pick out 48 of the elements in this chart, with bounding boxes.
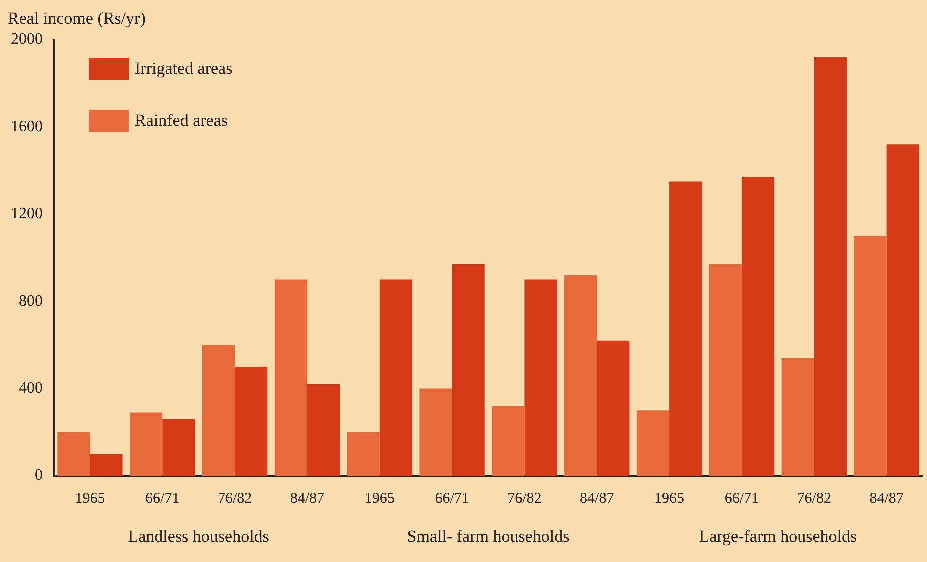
bar: [130, 412, 163, 476]
y-tick-label: 1600: [11, 118, 43, 136]
bar: [782, 358, 814, 476]
bar: [886, 144, 920, 476]
bar: [202, 345, 236, 476]
bar: [524, 280, 558, 476]
x-tick-label: 76/82: [218, 490, 252, 507]
bar: [90, 454, 123, 476]
bar: [452, 264, 485, 476]
y-tick-label: 400: [19, 380, 43, 398]
bar: [597, 340, 630, 476]
y-tick-label: 0: [35, 467, 43, 484]
bar: [162, 419, 196, 476]
x-tick-label: 66/71: [724, 490, 760, 507]
legend-label: Irrigated areas: [135, 59, 233, 79]
bar: [380, 280, 412, 476]
text: Large-farm households: [699, 527, 858, 546]
x-tick-label: 84/87: [870, 490, 904, 507]
bar: [492, 406, 525, 476]
x-tick-label: 1965: [75, 490, 106, 507]
bar: [235, 367, 268, 476]
bar: [854, 236, 887, 476]
bar: [274, 280, 308, 476]
text: Small- farm households: [407, 527, 570, 546]
y-tick-label: 800: [19, 292, 43, 310]
text: Landless households: [128, 527, 270, 546]
x-tick-label: 84/87: [580, 490, 615, 507]
bar: [307, 384, 340, 476]
bar: [564, 275, 598, 476]
legend-label: Rainfed areas: [135, 111, 228, 131]
x-tick-label: 1965: [364, 490, 395, 507]
bar: [742, 177, 775, 476]
x-tick-label: 76/82: [797, 490, 832, 507]
y-tick-label: 2000: [11, 31, 43, 48]
bar: [420, 388, 452, 476]
y-axis-title: Real income (Rs/yr): [8, 9, 146, 28]
bar: [670, 182, 702, 476]
x-tick-label: 66/71: [435, 490, 470, 507]
x-tick-label: 1965: [654, 490, 685, 507]
bar: [58, 432, 90, 476]
x-tick-label: 84/87: [290, 490, 326, 507]
bar: [636, 410, 670, 476]
y-tick-label: 1200: [11, 206, 43, 223]
bar: [347, 432, 380, 476]
bar: [709, 264, 742, 476]
bar: [814, 57, 847, 476]
x-tick-label: 76/82: [508, 490, 542, 507]
x-tick-label: 66/71: [146, 490, 180, 507]
